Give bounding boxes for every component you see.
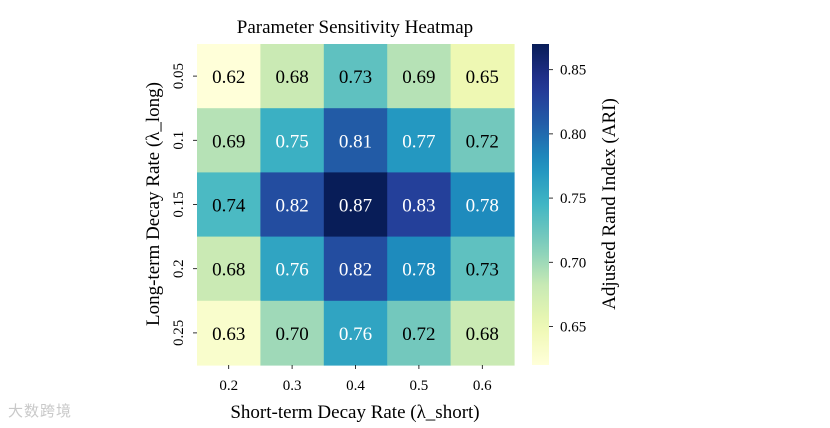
y-tick-label: 0.1 bbox=[171, 131, 187, 150]
heatmap-cell bbox=[197, 300, 261, 366]
cell-value-label: 0.75 bbox=[275, 131, 308, 152]
cell-value-label: 0.76 bbox=[339, 324, 372, 345]
heatmap-cell bbox=[197, 44, 261, 109]
cell-value-label: 0.77 bbox=[402, 131, 435, 152]
heatmap-cell bbox=[450, 236, 515, 302]
cell-value-label: 0.73 bbox=[466, 260, 499, 281]
heatmap-cell bbox=[197, 236, 261, 302]
heatmap-cell bbox=[450, 300, 515, 366]
cell-value-label: 0.82 bbox=[339, 260, 372, 281]
cell-value-label: 0.82 bbox=[275, 196, 308, 217]
cell-value-label: 0.69 bbox=[402, 67, 435, 88]
x-tick-label: 0.4 bbox=[346, 378, 365, 394]
y-axis-label: Long-term Decay Rate (λ_long) bbox=[143, 82, 164, 326]
heatmap-cell bbox=[450, 172, 515, 238]
heatmap-cell bbox=[387, 44, 452, 109]
cell-value-label: 0.68 bbox=[275, 67, 308, 88]
x-tick-label: 0.2 bbox=[219, 378, 238, 394]
x-tick-label: 0.6 bbox=[473, 378, 492, 394]
cell-value-label: 0.62 bbox=[212, 67, 245, 88]
heatmap-cell bbox=[260, 300, 325, 366]
x-tick-label: 0.3 bbox=[283, 378, 302, 394]
cell-value-label: 0.70 bbox=[275, 324, 308, 345]
colorbar-tick-label: 0.65 bbox=[560, 319, 586, 335]
colorbar-tick-label: 0.80 bbox=[560, 127, 586, 143]
cell-value-label: 0.83 bbox=[402, 196, 435, 217]
heatmap-cell bbox=[260, 108, 325, 173]
cell-value-label: 0.63 bbox=[212, 324, 245, 345]
colorbar-tick-label: 0.85 bbox=[560, 63, 586, 79]
y-tick-label: 0.25 bbox=[171, 320, 187, 346]
heatmap-cell bbox=[387, 172, 452, 238]
colorbar-tick-label: 0.75 bbox=[560, 191, 586, 207]
cell-value-label: 0.81 bbox=[339, 131, 372, 152]
cell-value-label: 0.78 bbox=[402, 260, 435, 281]
y-tick-label: 0.05 bbox=[171, 63, 187, 89]
cell-value-label: 0.68 bbox=[466, 324, 499, 345]
watermark: 大数跨境 bbox=[8, 402, 73, 420]
heatmap-cell bbox=[323, 172, 388, 238]
heatmap-cell bbox=[197, 172, 261, 238]
cell-value-label: 0.73 bbox=[339, 67, 372, 88]
chart-title: Parameter Sensitivity Heatmap bbox=[237, 17, 473, 38]
cell-value-label: 0.74 bbox=[212, 196, 246, 217]
cell-value-label: 0.87 bbox=[339, 196, 372, 217]
x-axis-label: Short-term Decay Rate (λ_short) bbox=[230, 402, 479, 423]
colorbar bbox=[532, 44, 549, 365]
colorbar-label: Adjusted Rand Index (ARI) bbox=[599, 98, 620, 310]
cell-value-label: 0.65 bbox=[466, 67, 499, 88]
heatmap-cell bbox=[197, 108, 261, 173]
cell-value-label: 0.72 bbox=[466, 131, 499, 152]
cell-value-label: 0.69 bbox=[212, 131, 245, 152]
cell-value-label: 0.78 bbox=[466, 196, 499, 217]
heatmap-cell bbox=[323, 44, 388, 109]
cell-value-label: 0.68 bbox=[212, 260, 245, 281]
heatmap-cell bbox=[260, 44, 325, 109]
heatmap-cell bbox=[450, 44, 515, 109]
heatmap-cell bbox=[323, 236, 388, 302]
cell-value-label: 0.72 bbox=[402, 324, 435, 345]
heatmap-cell bbox=[387, 236, 452, 302]
heatmap-cell bbox=[387, 300, 452, 366]
cell-value-label: 0.76 bbox=[275, 260, 308, 281]
heatmap-cell bbox=[260, 172, 325, 238]
heatmap-cell bbox=[323, 300, 388, 366]
heatmap-cell bbox=[450, 108, 515, 173]
heatmap-cell bbox=[323, 108, 388, 173]
y-tick-label: 0.15 bbox=[171, 191, 187, 217]
y-tick-label: 0.2 bbox=[171, 259, 187, 278]
colorbar-tick-label: 0.70 bbox=[560, 255, 586, 271]
heatmap-cell bbox=[387, 108, 452, 173]
heatmap-cell bbox=[260, 236, 325, 302]
x-tick-label: 0.5 bbox=[410, 378, 429, 394]
